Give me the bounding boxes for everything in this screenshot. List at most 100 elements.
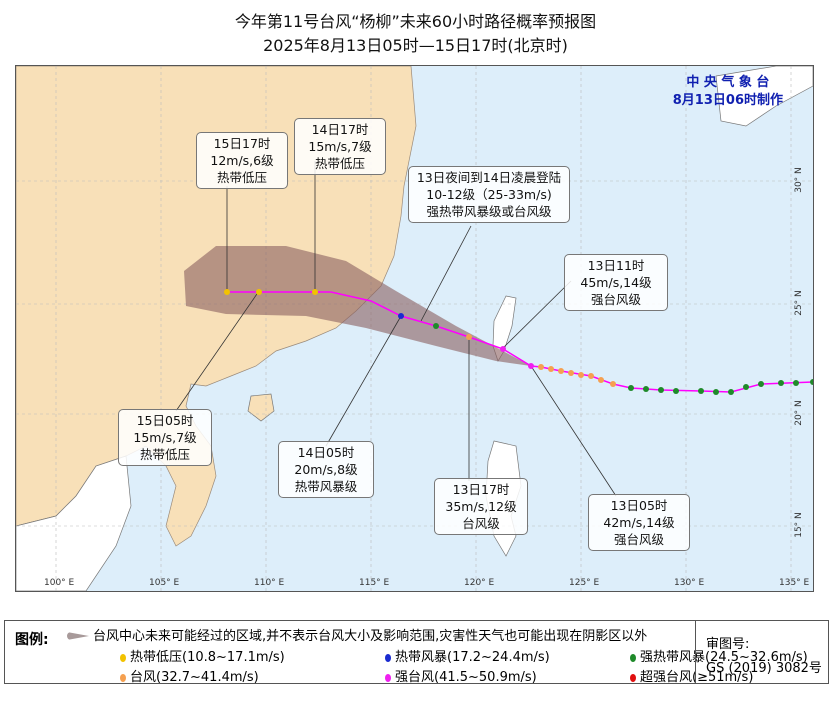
typhoon-symbol-icon bbox=[120, 653, 126, 662]
forecast-callout: 13日05时 42m/s,14级 强台风级 bbox=[588, 494, 690, 551]
legend-label: 超强台风(≥51m/s) bbox=[640, 670, 754, 685]
issuer-name: 中 央 气 象 台 bbox=[686, 75, 770, 90]
track-point bbox=[538, 364, 544, 370]
legend-item: 超强台风(≥51m/s) bbox=[630, 666, 753, 685]
track-point bbox=[743, 384, 749, 390]
typhoon-symbol-icon bbox=[385, 653, 391, 662]
legend-cone: 台风中心未来可能经过的区域,并不表示台风大小及影响范围,灾害性天气也可能出现在阴… bbox=[67, 625, 647, 644]
track-point bbox=[673, 388, 679, 394]
legend-label: 强台风(41.5~50.9m/s) bbox=[395, 670, 537, 685]
track-point bbox=[698, 388, 704, 394]
callout-wind: 15m/s,7级 bbox=[133, 430, 197, 445]
track-point bbox=[713, 389, 719, 395]
callout-wind: 15m/s,7级 bbox=[308, 139, 372, 154]
track-point bbox=[312, 289, 318, 295]
callout-time: 13日05时 bbox=[610, 498, 668, 513]
legend-cone-text: 台风中心未来可能经过的区域,并不表示台风大小及影响范围,灾害性天气也可能出现在阴… bbox=[93, 629, 648, 644]
lon-tick-label: 100° E bbox=[44, 578, 75, 588]
forecast-callout: 13日11时 45m/s,14级 强台风级 bbox=[564, 254, 668, 311]
land-japan bbox=[715, 66, 813, 127]
track-point bbox=[778, 380, 784, 386]
track-points bbox=[224, 289, 813, 395]
lat-tick-label: 20° N bbox=[793, 400, 804, 426]
lon-tick-label: 125° E bbox=[569, 578, 600, 588]
track-point bbox=[433, 323, 439, 329]
callout-time: 13日11时 bbox=[587, 258, 645, 273]
typhoon-track bbox=[227, 291, 813, 393]
track-point bbox=[810, 379, 813, 385]
legend-label: 热带低压(10.8~17.1m/s) bbox=[130, 650, 285, 665]
approval-box: 审图号: GS (2019) 3082号 bbox=[695, 621, 829, 683]
probability-cone bbox=[184, 246, 531, 366]
callout-time: 14日05时 bbox=[297, 445, 355, 460]
track-point bbox=[466, 334, 472, 340]
callout-time: 13日夜间到14日凌晨登陆 bbox=[416, 170, 562, 185]
track-point bbox=[610, 381, 616, 387]
callout-time: 13日17时 bbox=[452, 482, 510, 497]
legend-item: 热带风暴(17.2~24.4m/s) bbox=[385, 646, 550, 665]
issue-time: 8月13日06时制作 bbox=[672, 93, 783, 108]
callout-level: 强热带风暴级或台风级 bbox=[426, 204, 552, 219]
typhoon-symbol-icon bbox=[120, 673, 126, 682]
issuer: 中 央 气 象 台 8月13日06时制作 bbox=[673, 74, 783, 110]
track-point bbox=[528, 363, 534, 369]
track-point bbox=[793, 380, 799, 386]
legend-label: 台风(32.7~41.4m/s) bbox=[130, 670, 259, 685]
approval-label: 审图号: bbox=[706, 637, 750, 652]
legend-item: 强热带风暴(24.5~32.6m/s) bbox=[630, 646, 808, 665]
track-point bbox=[643, 386, 649, 392]
callout-level: 热带风暴级 bbox=[294, 479, 358, 494]
callout-level: 热带低压 bbox=[216, 170, 267, 185]
track-point bbox=[500, 346, 506, 352]
callout-wind: 10-12级（25-33m/s) bbox=[426, 187, 552, 202]
lon-tick-label: 105° E bbox=[149, 578, 180, 588]
track-point bbox=[598, 377, 604, 383]
land-hainan bbox=[247, 393, 275, 422]
track-point bbox=[628, 385, 634, 391]
callout-level: 强台风级 bbox=[590, 292, 641, 307]
legend-item: 台风(32.7~41.4m/s) bbox=[120, 666, 259, 685]
map-subtitle: 2025年8月13日05时—15日17时(北京时) bbox=[263, 36, 568, 55]
track-point bbox=[256, 289, 262, 295]
legend-item: 强台风(41.5~50.9m/s) bbox=[385, 666, 537, 685]
lon-tick-label: 115° E bbox=[359, 578, 390, 588]
forecast-callout: 13日17时 35m/s,12级 台风级 bbox=[434, 478, 528, 535]
track-point bbox=[758, 381, 764, 387]
track-point bbox=[588, 373, 594, 379]
lon-tick-label: 120° E bbox=[464, 578, 495, 588]
forecast-callout: 14日05时 20m/s,8级 热带风暴级 bbox=[278, 441, 374, 498]
typhoon-symbol-icon bbox=[385, 673, 391, 682]
callout-time: 15日17时 bbox=[213, 136, 271, 151]
legend-label: 热带风暴(17.2~24.4m/s) bbox=[395, 650, 550, 665]
forecast-callout: 13日夜间到14日凌晨登陆 10-12级（25-33m/s) 强热带风暴级或台风级 bbox=[408, 166, 570, 223]
lon-tick-label: 130° E bbox=[674, 578, 705, 588]
map-title: 今年第11号台风“杨柳”未来60小时路径概率预报图 bbox=[234, 12, 597, 31]
typhoon-symbol-icon bbox=[630, 653, 636, 662]
lat-tick-label: 30° N bbox=[793, 167, 804, 193]
callout-wind: 35m/s,12级 bbox=[445, 499, 517, 514]
legend: 图例: 台风中心未来可能经过的区域,并不表示台风大小及影响范围,灾害性天气也可能… bbox=[4, 620, 829, 685]
callout-time: 14日17时 bbox=[311, 122, 369, 137]
lon-tick-label: 110° E bbox=[254, 578, 285, 588]
track-point bbox=[548, 366, 554, 372]
lon-tick-label: 135° E bbox=[779, 578, 810, 588]
legend-item: 热带低压(10.8~17.1m/s) bbox=[120, 646, 285, 665]
track-point bbox=[578, 372, 584, 378]
track-point bbox=[568, 370, 574, 376]
callout-wind: 20m/s,8级 bbox=[294, 462, 358, 477]
forecast-callout: 14日17时 15m/s,7级 热带低压 bbox=[294, 118, 386, 175]
approval-number: GS (2019) 3082号 bbox=[706, 661, 822, 676]
lat-tick-label: 25° N bbox=[793, 290, 804, 316]
callout-wind: 42m/s,14级 bbox=[603, 515, 675, 530]
callout-level: 强台风级 bbox=[613, 532, 664, 547]
callout-level: 热带低压 bbox=[139, 447, 190, 462]
cone-swatch-icon bbox=[67, 632, 89, 640]
lat-tick-label: 15° N bbox=[793, 512, 804, 538]
callout-level: 热带低压 bbox=[314, 156, 365, 171]
callout-time: 15日05时 bbox=[136, 413, 194, 428]
forecast-callout: 15日05时 15m/s,7级 热带低压 bbox=[118, 409, 212, 466]
legend-title: 图例: bbox=[15, 632, 49, 648]
forecast-callout: 15日17时 12m/s,6级 热带低压 bbox=[196, 132, 288, 189]
track-point bbox=[728, 389, 734, 395]
